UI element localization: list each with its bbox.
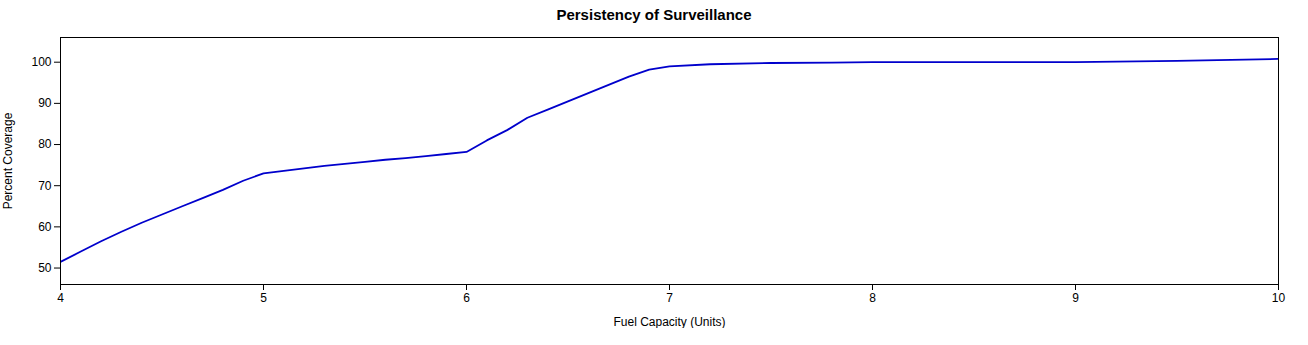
svg-text:5: 5 — [260, 291, 267, 305]
svg-text:100: 100 — [31, 55, 51, 69]
svg-text:7: 7 — [666, 291, 673, 305]
svg-text:Percent Coverage: Percent Coverage — [1, 112, 15, 209]
svg-text:80: 80 — [38, 137, 52, 151]
svg-text:60: 60 — [38, 220, 52, 234]
svg-text:70: 70 — [38, 179, 52, 193]
svg-text:4: 4 — [57, 291, 64, 305]
svg-text:10: 10 — [1272, 291, 1286, 305]
svg-text:50: 50 — [38, 261, 52, 275]
svg-text:9: 9 — [1072, 291, 1079, 305]
html-text:Persistency of Surveillance: Persistency of Surveillance — [556, 6, 752, 23]
svg-text:8: 8 — [869, 291, 876, 305]
svg-text:6: 6 — [463, 291, 470, 305]
svg-text:Fuel Capacity (Units): Fuel Capacity (Units) — [613, 315, 725, 329]
svg-text:90: 90 — [38, 96, 52, 110]
